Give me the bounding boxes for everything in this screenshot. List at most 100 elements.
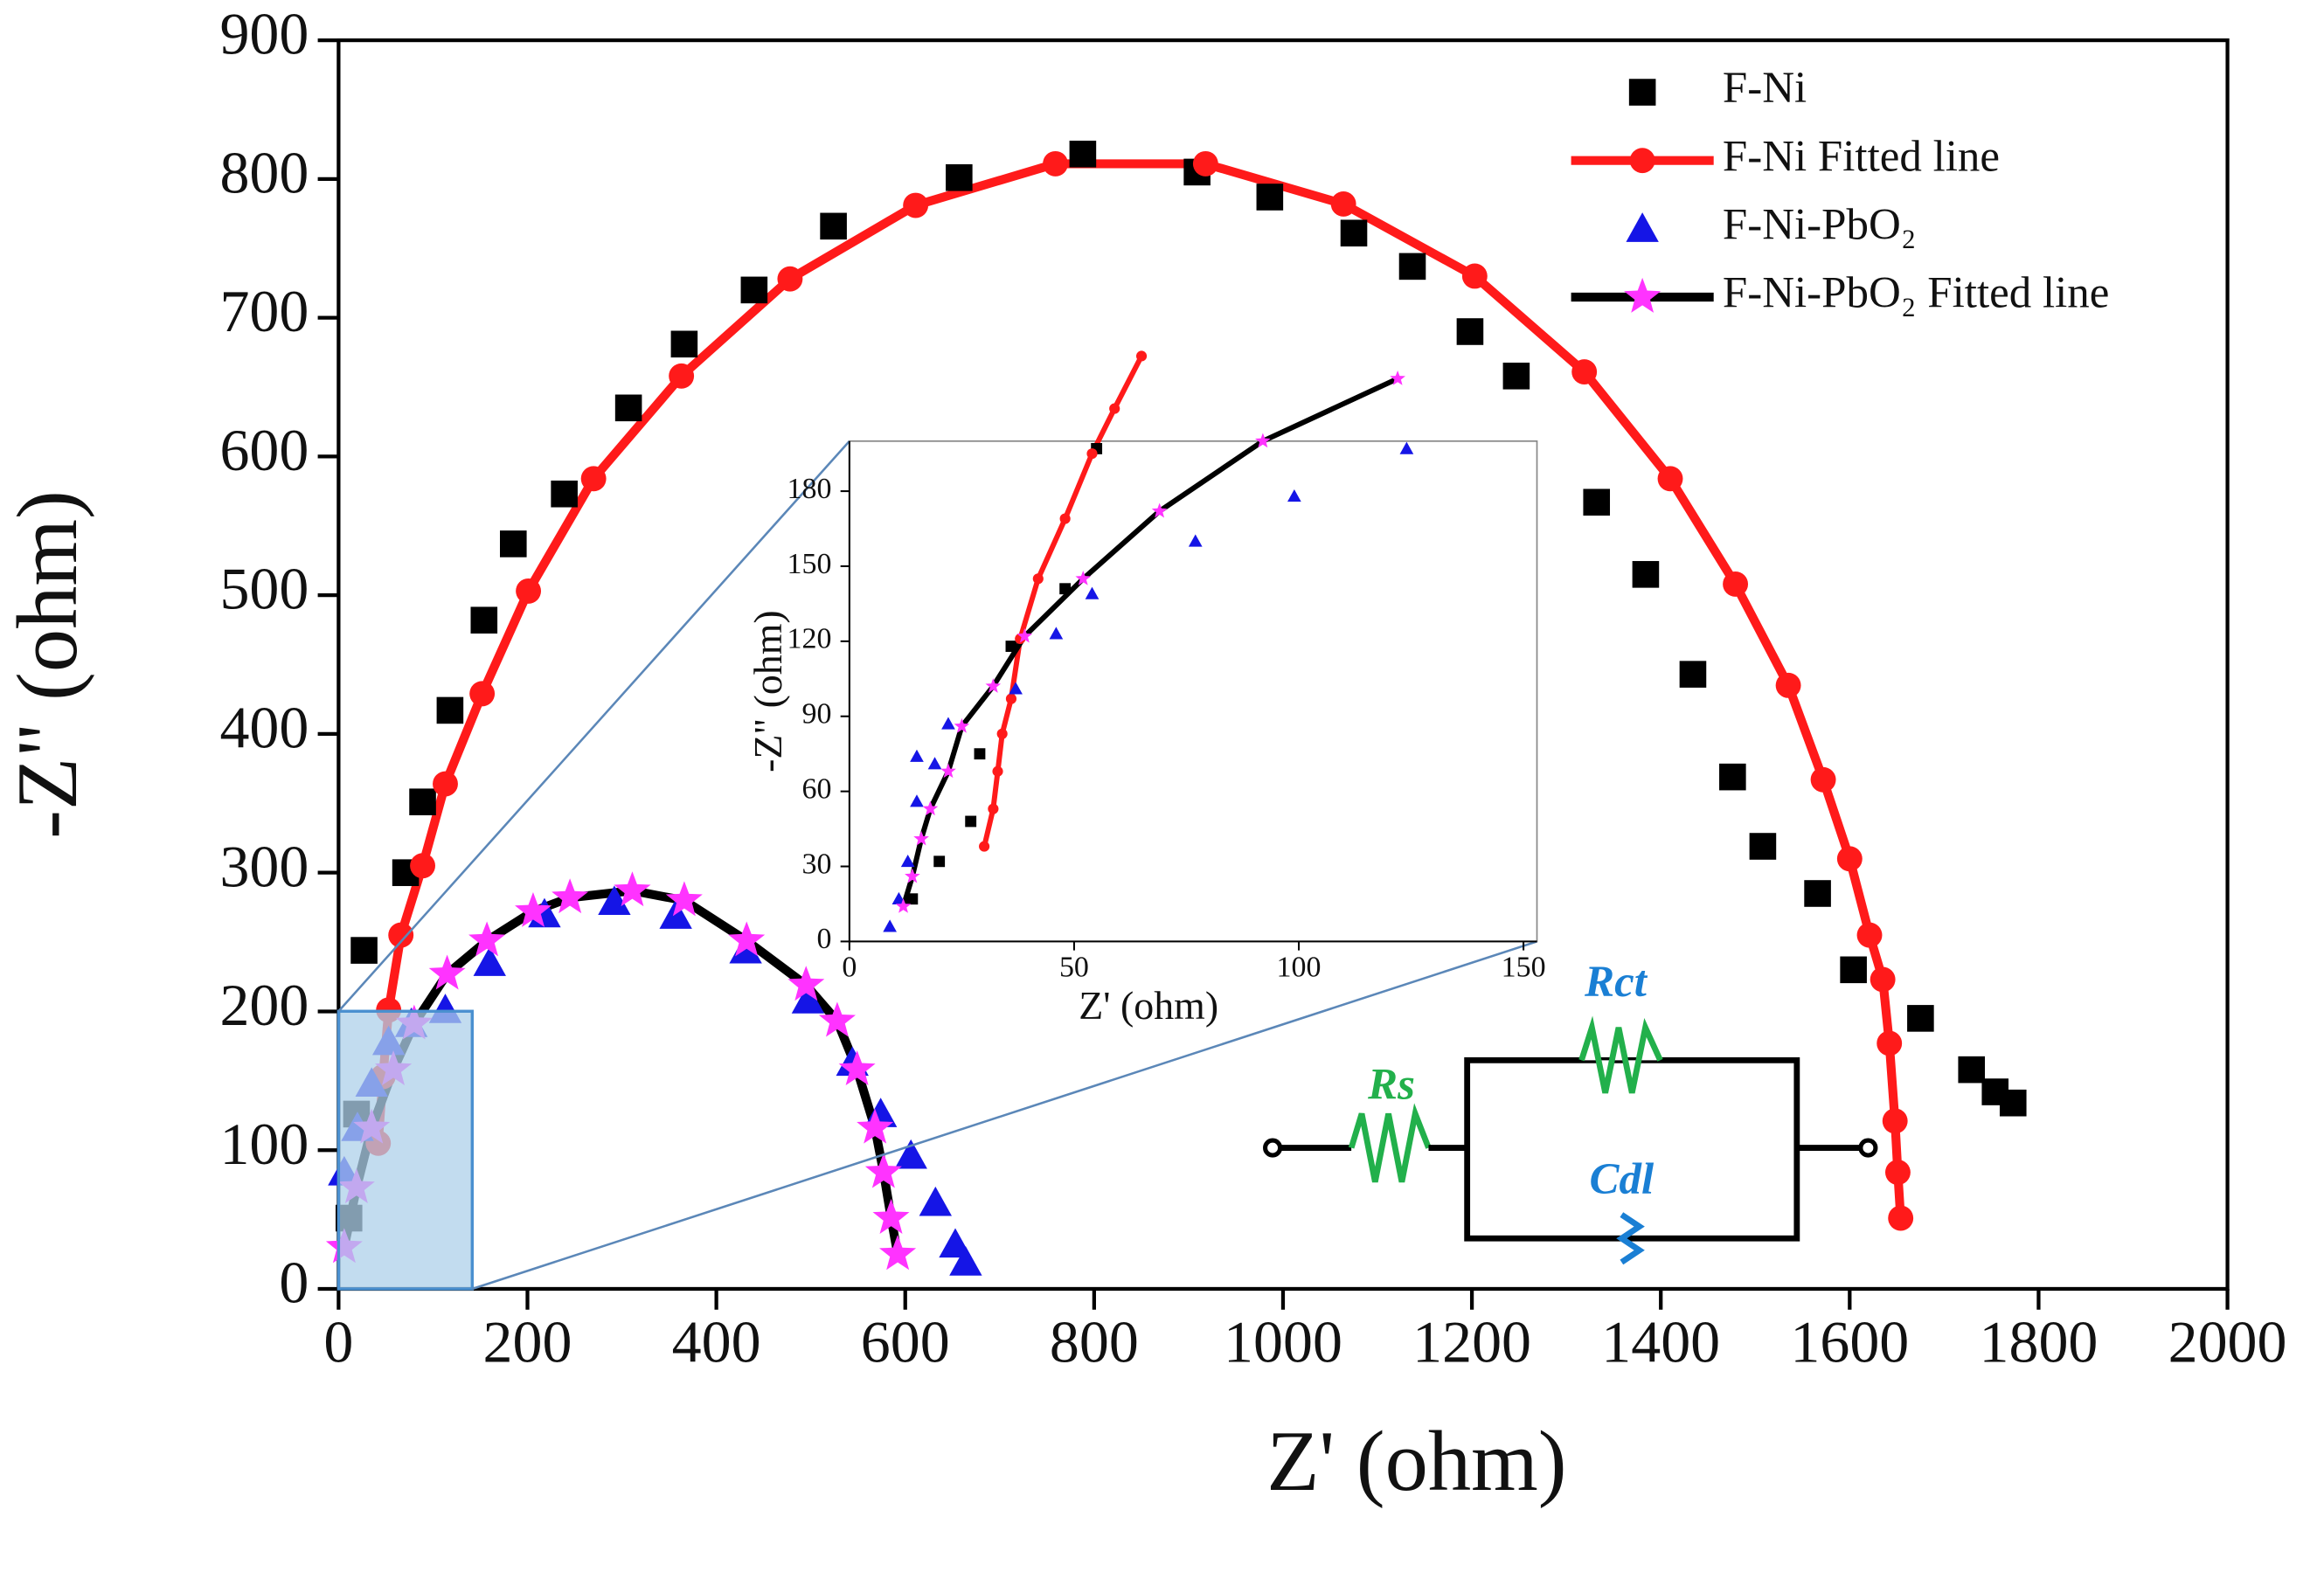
marker xyxy=(1958,1056,1986,1084)
marker xyxy=(906,893,919,905)
marker xyxy=(879,1235,917,1271)
marker xyxy=(1571,359,1598,384)
marker xyxy=(974,748,986,760)
marker xyxy=(428,954,466,990)
marker xyxy=(350,937,378,964)
marker xyxy=(1192,150,1218,177)
marker xyxy=(787,966,825,1001)
fit-line xyxy=(900,376,1399,908)
marker xyxy=(469,681,496,707)
marker xyxy=(1907,1005,1934,1032)
marker xyxy=(1856,922,1883,948)
resistor xyxy=(1348,1103,1432,1183)
marker xyxy=(1188,534,1203,547)
y-tick-label: 100 xyxy=(219,1111,309,1177)
marker xyxy=(614,394,642,422)
marker xyxy=(979,841,990,852)
marker xyxy=(1836,846,1863,872)
marker xyxy=(1398,253,1426,280)
marker xyxy=(988,803,999,814)
marker xyxy=(941,717,955,730)
marker xyxy=(1840,956,1867,984)
marker xyxy=(857,1108,894,1144)
annotation: Cdl xyxy=(1590,1155,1655,1204)
marker xyxy=(900,854,915,868)
x-tick-label: 0 xyxy=(842,951,857,983)
y-axis-label: -Z" (ohm) xyxy=(0,490,95,839)
marker xyxy=(910,749,924,762)
zoom-connector xyxy=(337,440,850,1013)
x-tick-label: 0 xyxy=(323,1309,353,1375)
marker xyxy=(820,212,847,240)
marker xyxy=(1085,586,1100,599)
y-tick-label: 180 xyxy=(787,473,832,505)
legend-marker xyxy=(1624,277,1661,313)
x-axis-label: Z' (ohm) xyxy=(1266,1414,1566,1509)
marker xyxy=(903,192,929,218)
marker xyxy=(1399,441,1414,454)
marker xyxy=(895,897,912,913)
marker xyxy=(905,868,920,883)
marker xyxy=(1888,1205,1914,1231)
marker xyxy=(1016,627,1033,643)
marker xyxy=(409,788,436,816)
marker xyxy=(1059,513,1071,524)
x-tick-label: 100 xyxy=(1277,951,1322,983)
marker xyxy=(499,530,527,558)
marker xyxy=(1390,370,1405,385)
marker xyxy=(883,919,897,932)
marker xyxy=(1461,263,1488,289)
marker xyxy=(791,984,825,1014)
x-tick-label: 1200 xyxy=(1412,1309,1531,1375)
marker xyxy=(670,330,698,358)
marker xyxy=(1502,363,1530,390)
marker xyxy=(1340,219,1368,247)
x-tick-label: 1600 xyxy=(1790,1309,1909,1375)
marker xyxy=(1810,766,1836,793)
marker xyxy=(1059,583,1072,595)
marker xyxy=(665,881,703,917)
terminal xyxy=(1858,1138,1878,1158)
y-tick-label: 0 xyxy=(816,923,831,955)
marker xyxy=(965,815,977,828)
marker xyxy=(1069,140,1097,168)
marker xyxy=(516,578,542,604)
marker xyxy=(913,830,929,846)
legend-label: F-Ni Fitted line xyxy=(1723,132,2000,181)
legend-label: F-Ni xyxy=(1723,64,1807,113)
y-tick-label: 150 xyxy=(787,548,832,580)
y-tick-label: 200 xyxy=(219,972,309,1038)
marker xyxy=(872,1198,910,1234)
legend-label: F-Ni-PbO₂ Fitted line xyxy=(1723,269,2110,318)
marker xyxy=(992,765,1003,777)
marker xyxy=(598,885,631,915)
marker xyxy=(728,921,766,957)
marker xyxy=(949,1246,982,1276)
marker xyxy=(1032,573,1044,585)
marker xyxy=(777,266,803,292)
x-tick-label: 1800 xyxy=(1979,1309,2098,1375)
cpe xyxy=(1616,1212,1645,1265)
marker xyxy=(1877,1030,1903,1056)
y-tick-label: 30 xyxy=(801,848,831,880)
marker xyxy=(1005,693,1017,704)
annotation: Rs xyxy=(1367,1060,1415,1109)
marker xyxy=(1009,682,1023,695)
zoom-box xyxy=(336,1009,474,1291)
marker xyxy=(1086,448,1098,460)
x-tick-label: 1400 xyxy=(1601,1309,1720,1375)
marker xyxy=(996,728,1008,739)
marker xyxy=(515,891,552,927)
marker xyxy=(436,696,464,724)
marker xyxy=(1804,880,1831,907)
marker xyxy=(740,276,768,304)
marker xyxy=(552,878,589,914)
marker xyxy=(1632,561,1660,588)
marker xyxy=(1287,488,1301,502)
marker xyxy=(580,466,607,492)
marker xyxy=(1583,488,1611,516)
marker xyxy=(1456,318,1484,345)
y-tick-label: 90 xyxy=(801,698,831,731)
marker xyxy=(1151,502,1168,518)
